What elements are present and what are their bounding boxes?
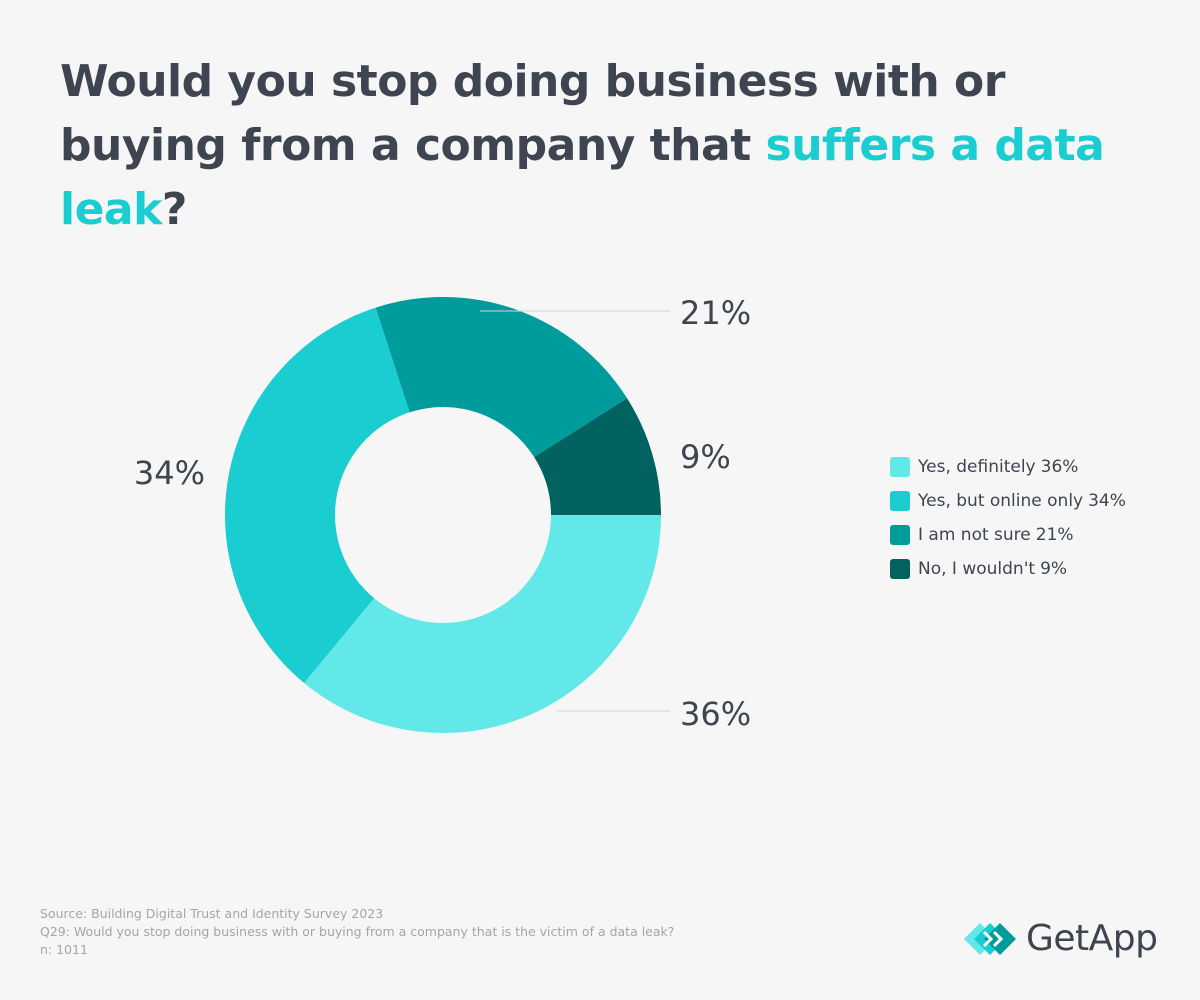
- getapp-logo-icon: [964, 922, 1016, 955]
- slice-no-i-wouldn-t: [534, 398, 661, 515]
- legend-item: No, I wouldn't 9%: [890, 552, 1126, 586]
- legend-label: I am not sure: [918, 525, 1031, 545]
- donut-slices: [225, 297, 661, 733]
- chart-title: Would you stop doing business with or bu…: [60, 50, 1160, 242]
- source-notes: Source: Building Digital Trust and Ident…: [40, 905, 674, 959]
- legend-label: Yes, definitely: [918, 457, 1036, 477]
- legend-percent: 34%: [1088, 491, 1126, 511]
- sample-size: n: 1011: [40, 942, 88, 957]
- title-text-2: ?: [161, 184, 188, 235]
- title-highlight: suffers a data leak: [60, 120, 1105, 235]
- logo-text: GetApp: [1026, 918, 1158, 959]
- data-label-yes-definitely: 36%: [680, 695, 751, 733]
- legend-percent: 9%: [1040, 559, 1068, 579]
- slice-yes-but-online-only: [225, 307, 410, 683]
- legend: Yes, definitely 36% Yes, but online only…: [890, 450, 1126, 586]
- getapp-logo: GetApp: [962, 918, 1158, 959]
- legend-label: Yes, but online only: [918, 491, 1084, 511]
- question-line: Q29: Would you stop doing business with …: [40, 924, 675, 939]
- source-line: Source: Building Digital Trust and Ident…: [40, 906, 384, 921]
- legend-item: Yes, definitely 36%: [890, 450, 1126, 484]
- legend-swatch: [890, 559, 910, 579]
- data-labels: 36% 34% 21% 9%: [134, 294, 751, 733]
- label-leader-lines: [480, 310, 670, 712]
- data-label-yes-but-online-only: 34%: [134, 454, 205, 492]
- legend-swatch: [890, 457, 910, 477]
- data-label-no-i-wouldn-t: 9%: [680, 438, 731, 476]
- slice-i-am-not-sure: [375, 297, 628, 458]
- legend-item: Yes, but online only 34%: [890, 484, 1126, 518]
- legend-percent: 21%: [1035, 525, 1074, 545]
- legend-label: No, I wouldn't: [918, 559, 1036, 579]
- legend-swatch: [890, 491, 910, 511]
- legend-swatch: [890, 525, 910, 545]
- data-label-i-am-not-sure: 21%: [680, 294, 751, 332]
- title-text-1: Would you stop doing business with or bu…: [60, 56, 1005, 171]
- legend-percent: 36%: [1040, 457, 1079, 477]
- legend-item: I am not sure 21%: [890, 518, 1126, 552]
- slice-yes-definitely: [304, 515, 661, 733]
